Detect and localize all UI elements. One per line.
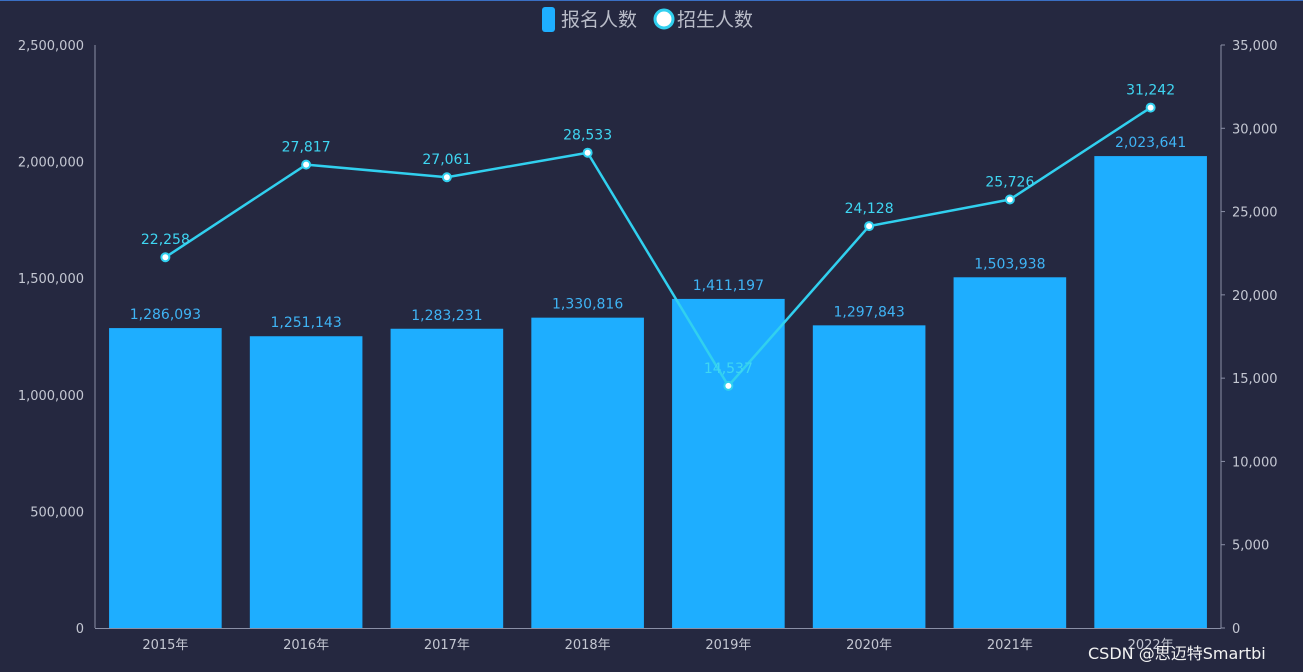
bar[interactable] — [672, 298, 785, 628]
line-point[interactable] — [723, 380, 734, 391]
right-y-tick-label: 35,000 — [1232, 39, 1278, 54]
line-point[interactable] — [301, 159, 312, 170]
bar-data-label: 1,251,143 — [270, 315, 341, 331]
legend[interactable]: 报名人数 招生人数 — [542, 7, 753, 32]
legend-label-applicants[interactable]: 报名人数 — [561, 9, 637, 31]
legend-bar-swatch[interactable] — [542, 7, 555, 32]
left-y-tick-label: 0 — [76, 622, 84, 637]
line-data-label: 27,817 — [282, 140, 331, 156]
line-point[interactable] — [864, 221, 875, 232]
right-y-tick-label: 20,000 — [1232, 289, 1278, 304]
x-tick-label: 2019年 — [705, 638, 751, 653]
bar-data-label: 1,297,843 — [833, 304, 904, 320]
line-point[interactable] — [1145, 102, 1156, 113]
line-path — [164, 106, 1152, 388]
bar-data-label: 1,283,231 — [411, 308, 482, 324]
x-axis-ticks: 2015年 2016年 2017年 2018年 2019年 2020年 2021年 2022年 — [142, 638, 1173, 653]
right-y-tick-label: 25,000 — [1232, 206, 1278, 221]
bar[interactable] — [249, 336, 363, 628]
bar-data-label: 1,286,093 — [130, 307, 201, 323]
line-series-enrolled: 22,258 27,817 27,061 28,533 14,537 24,128 25,7… — [141, 83, 1175, 391]
right-y-tick-label: 30,000 — [1232, 122, 1278, 137]
watermark: CSDN @思迈特Smartbi — [1088, 644, 1266, 663]
left-y-tick-label: 500,000 — [30, 505, 84, 520]
right-y-ticks: 0 5,000 10,000 15,000 20,000 25,000 30,000 35,0… — [1221, 39, 1278, 637]
right-y-tick-label: 15,000 — [1232, 372, 1278, 387]
right-y-tick-label: 10,000 — [1232, 455, 1278, 470]
x-tick-label: 2020年 — [846, 638, 892, 653]
right-y-tick-label: 5,000 — [1232, 539, 1269, 554]
line-data-label: 25,726 — [985, 174, 1034, 190]
bar[interactable] — [531, 317, 644, 628]
bar[interactable] — [109, 328, 222, 628]
left-y-tick-label: 2,500,000 — [18, 39, 84, 54]
line-data-label: 31,242 — [1126, 83, 1175, 99]
bar-data-label: 2,023,641 — [1115, 135, 1186, 151]
line-point[interactable] — [160, 252, 171, 263]
legend-line-swatch[interactable] — [653, 8, 675, 30]
axes — [94, 45, 1222, 629]
line-data-label: 24,128 — [845, 201, 894, 217]
bar-data-label: 1,411,197 — [693, 278, 764, 294]
x-tick-label: 2018年 — [565, 638, 611, 653]
x-tick-label: 2015年 — [142, 638, 188, 653]
left-y-tick-label: 1,500,000 — [18, 272, 84, 287]
left-y-tick-label: 1,000,000 — [18, 389, 84, 404]
x-tick-label: 2016年 — [283, 638, 329, 653]
x-tick-label: 2022年 — [1128, 638, 1174, 653]
line-data-label: 27,061 — [422, 152, 471, 168]
bar[interactable] — [812, 325, 926, 628]
x-tick-label: 2021年 — [987, 638, 1033, 653]
bar[interactable] — [390, 328, 504, 628]
line-data-label: 28,533 — [563, 128, 612, 144]
legend-label-enrolled[interactable]: 招生人数 — [677, 9, 753, 31]
left-y-ticks: 0 500,000 1,000,000 1,500,000 2,000,000 2,500… — [18, 39, 84, 637]
x-tick-label: 2017年 — [424, 638, 470, 653]
bar-series-applicants: 1,286,093 1,251,143 1,283,231 1,330,816 1,41… — [109, 135, 1207, 628]
line-point[interactable] — [1004, 194, 1015, 205]
line-point[interactable] — [582, 147, 593, 158]
left-y-tick-label: 2,000,000 — [18, 156, 84, 171]
right-y-tick-label: 0 — [1232, 622, 1240, 637]
bar[interactable] — [1094, 156, 1207, 628]
bar-data-label: 1,503,938 — [974, 256, 1045, 272]
line-point[interactable] — [441, 172, 452, 183]
line-data-label: 22,258 — [141, 232, 190, 248]
bar[interactable] — [953, 277, 1067, 628]
bar-data-label: 1,330,816 — [552, 297, 623, 313]
line-data-label: 14,537 — [704, 361, 753, 377]
